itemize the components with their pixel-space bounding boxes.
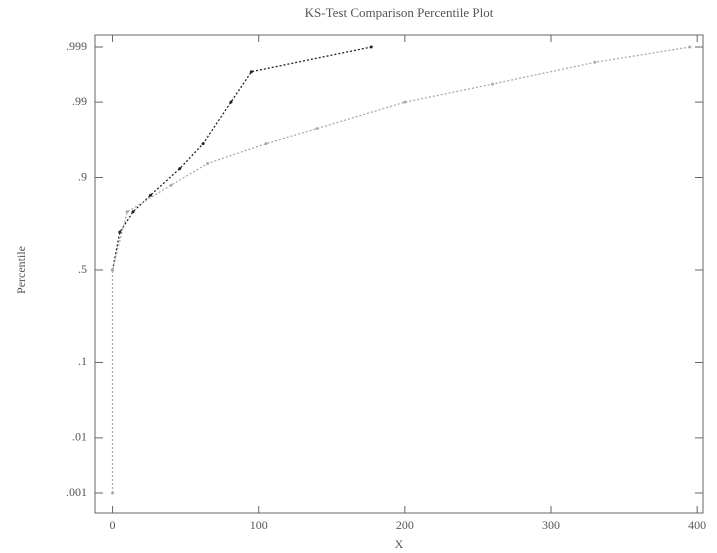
- series-point: [131, 210, 135, 214]
- series-point: [149, 193, 153, 197]
- series-point: [206, 162, 210, 166]
- series-point: [369, 45, 373, 49]
- x-tick-label: 200: [396, 518, 414, 532]
- y-axis-label: Percentile: [14, 246, 28, 294]
- series-line: [111, 46, 690, 493]
- y-tick-label: .5: [78, 262, 87, 276]
- series-point: [688, 45, 692, 49]
- series-point: [403, 100, 407, 104]
- x-axis-label: X: [395, 537, 404, 551]
- series-point: [315, 127, 319, 131]
- y-tick-label: .001: [66, 485, 87, 499]
- y-tick-label: .999: [66, 39, 87, 53]
- series-point: [125, 210, 129, 214]
- series-point: [178, 167, 182, 171]
- series-point: [249, 70, 253, 74]
- series-point: [169, 183, 173, 187]
- chart-title: KS-Test Comparison Percentile Plot: [305, 5, 494, 20]
- y-tick-label: .9: [78, 169, 87, 183]
- x-tick-label: 0: [110, 518, 116, 532]
- y-tick-label: .1: [78, 354, 87, 368]
- plot-frame: [94, 34, 704, 514]
- series-line: [111, 46, 372, 271]
- series-point: [264, 142, 268, 146]
- x-tick-label: 100: [250, 518, 268, 532]
- y-tick-label: .99: [72, 94, 87, 108]
- series-point: [111, 491, 115, 495]
- series-point: [491, 82, 495, 86]
- series-point: [229, 100, 233, 104]
- y-tick-label: .01: [72, 430, 87, 444]
- series-point: [593, 60, 597, 64]
- series-point: [118, 230, 122, 234]
- series-point: [201, 142, 205, 146]
- series-point: [111, 268, 115, 272]
- x-tick-label: 300: [542, 518, 560, 532]
- x-tick-label: 400: [688, 518, 706, 532]
